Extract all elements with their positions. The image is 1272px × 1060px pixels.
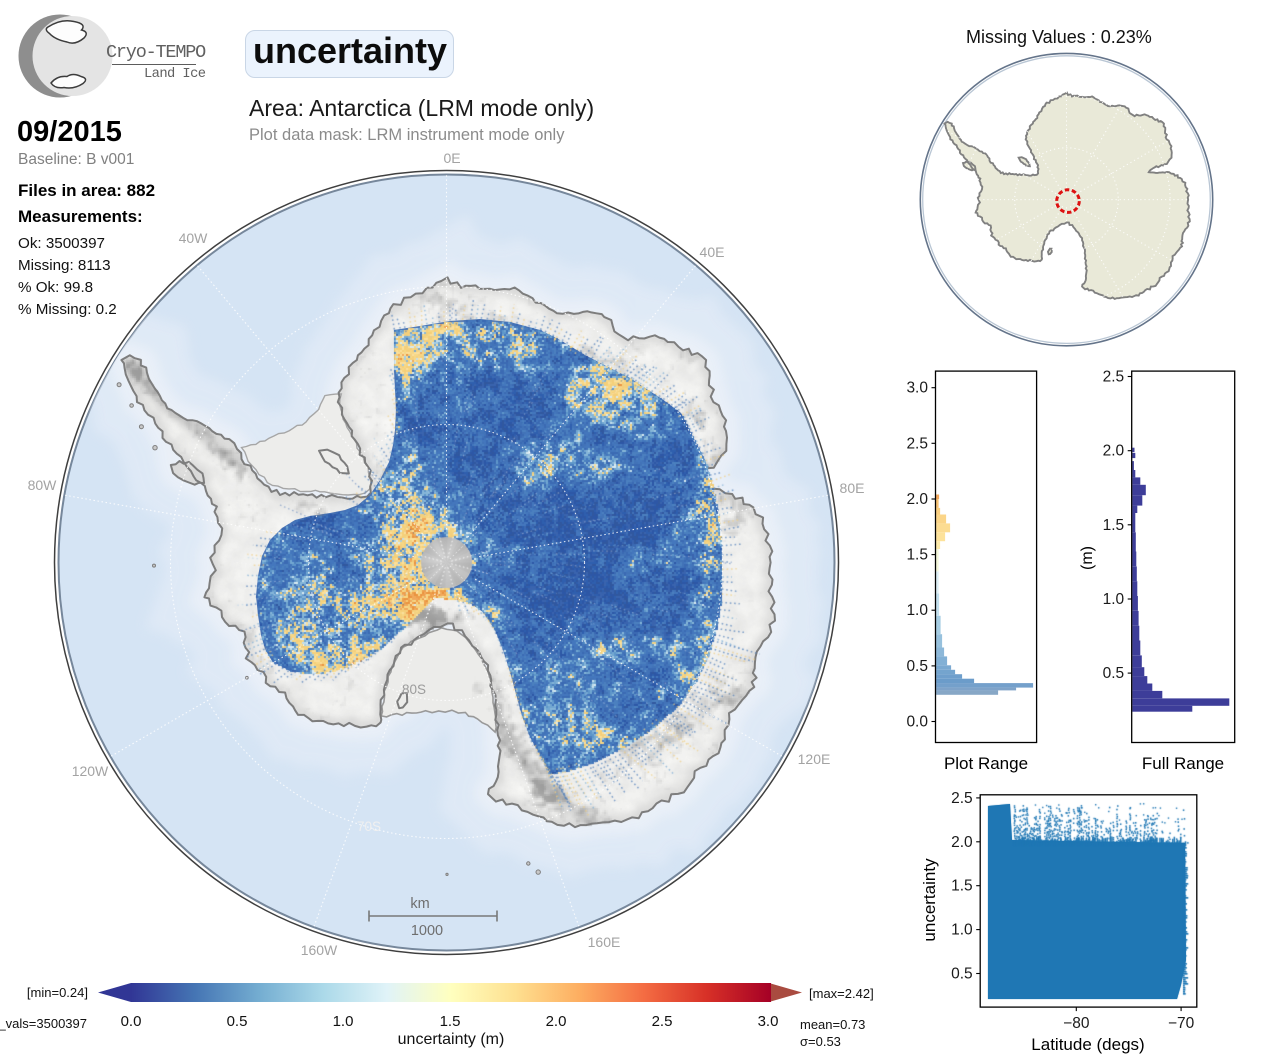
svg-text:160E: 160E: [588, 934, 621, 950]
svg-text:0.0: 0.0: [906, 714, 928, 731]
svg-text:80W: 80W: [28, 477, 58, 493]
svg-text:3.0: 3.0: [906, 380, 928, 397]
svg-text:0.5: 0.5: [906, 658, 928, 675]
svg-text:40W: 40W: [179, 230, 209, 246]
svg-text:0.5: 0.5: [1103, 665, 1125, 682]
svg-text:1.0: 1.0: [1103, 591, 1125, 608]
svg-text:1.5: 1.5: [1103, 517, 1125, 534]
svg-text:Full Range: Full Range: [1142, 754, 1224, 773]
svg-text:120E: 120E: [798, 751, 831, 767]
svg-text:1000: 1000: [411, 923, 443, 939]
svg-text:km: km: [410, 896, 429, 912]
svg-text:(m): (m): [1079, 546, 1096, 570]
svg-text:1.5: 1.5: [906, 547, 928, 564]
svg-text:2.5: 2.5: [1103, 369, 1125, 386]
svg-text:80S: 80S: [402, 682, 426, 697]
svg-text:120W: 120W: [72, 763, 109, 779]
svg-text:Plot Range: Plot Range: [944, 754, 1028, 773]
svg-text:2.0: 2.0: [1103, 443, 1125, 460]
svg-text:2.5: 2.5: [906, 435, 928, 452]
svg-text:40E: 40E: [700, 244, 725, 260]
svg-text:2.0: 2.0: [906, 491, 928, 508]
svg-text:70S: 70S: [357, 819, 381, 834]
svg-text:160W: 160W: [301, 942, 338, 958]
svg-text:80E: 80E: [840, 480, 865, 496]
svg-text:1.0: 1.0: [906, 602, 928, 619]
svg-text:0E: 0E: [443, 150, 460, 166]
